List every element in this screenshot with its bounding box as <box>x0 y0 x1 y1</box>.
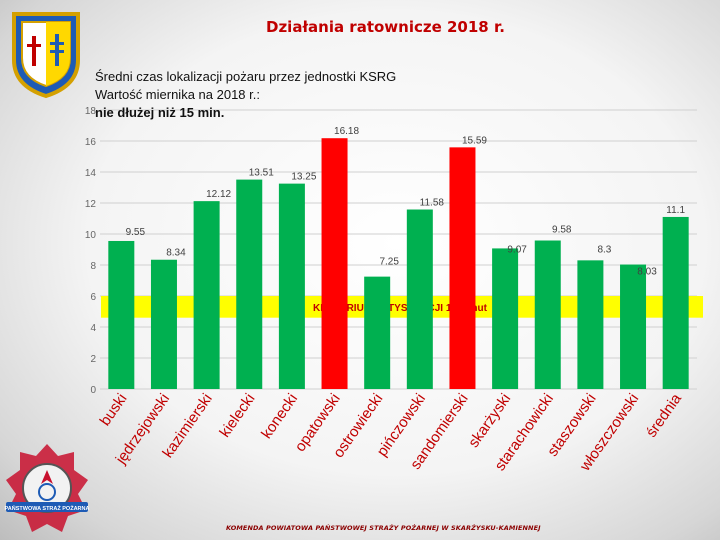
value-label: 15.59 <box>462 135 487 146</box>
category-label: kielecki <box>216 391 258 441</box>
bar <box>193 201 220 389</box>
value-label: 11.58 <box>420 198 445 209</box>
bar <box>534 240 561 389</box>
y-tick-label: 6 <box>90 292 96 303</box>
header-line-1: Średni czas lokalizacji pożaru przez jed… <box>95 69 397 84</box>
y-axis-ticks: 0 2 4 6 8 10 12 14 16 18 <box>85 106 97 396</box>
badge-text: PAŃSTWOWA STRAŻ POŻARNA <box>5 504 90 512</box>
bar <box>278 183 305 389</box>
value-label: 8.3 <box>597 244 611 255</box>
value-label: 9.07 <box>507 244 527 255</box>
value-label: 9.58 <box>552 225 572 236</box>
value-label: 9.55 <box>126 227 146 238</box>
criterion-band-group: KRYTERIUM SATYSFAKCJI 15 minut <box>101 296 703 318</box>
y-tick-label: 4 <box>90 323 96 334</box>
value-label: 13.25 <box>291 172 316 183</box>
bar <box>108 240 135 389</box>
y-tick-label: 12 <box>85 199 97 210</box>
y-tick-label: 10 <box>85 230 97 241</box>
value-label: 11.1 <box>666 205 685 216</box>
value-labels: 9.55 8.34 12.12 13.51 13.25 16.18 7.25 11.58 15.… <box>126 126 686 277</box>
category-label: buski <box>97 391 131 429</box>
value-label: 7.25 <box>379 257 399 268</box>
bar <box>321 138 348 389</box>
bar <box>449 147 476 389</box>
y-tick-label: 16 <box>85 137 97 148</box>
header-line-2: Wartość miernika na 2018 r.: <box>95 87 260 102</box>
header-line-3: nie dłużej niż 15 min. <box>95 105 225 120</box>
y-tick-label: 8 <box>90 261 96 272</box>
bar <box>364 276 391 389</box>
y-tick-label: 2 <box>90 354 96 365</box>
value-label: 12.12 <box>206 189 231 200</box>
bar <box>662 216 689 389</box>
value-label: 8.03 <box>637 267 657 278</box>
slide-title: Działania ratownicze 2018 r. <box>266 18 505 36</box>
footer-text: KOMENDA POWIATOWA PAŃSTWOWEJ STRAŻY POŻA… <box>226 524 541 532</box>
bar <box>620 264 647 389</box>
coat-of-arms-icon <box>12 12 80 99</box>
bar <box>236 179 263 389</box>
bars <box>108 138 689 389</box>
category-label: konecki <box>258 391 301 442</box>
bar <box>406 209 433 389</box>
fire-service-badge-icon: PAŃSTWOWA STRAŻ POŻARNA <box>5 444 90 532</box>
y-tick-label: 14 <box>85 168 97 179</box>
value-label: 16.18 <box>334 126 359 137</box>
y-tick-label: 0 <box>90 385 96 396</box>
criterion-label: KRYTERIUM SATYSFAKCJI 15 minut <box>313 303 488 314</box>
bar <box>150 259 177 389</box>
value-label: 13.51 <box>249 168 274 179</box>
value-label: 8.34 <box>166 248 186 259</box>
y-tick-label: 18 <box>85 106 97 117</box>
category-label: średnia <box>643 390 686 441</box>
bar <box>577 260 604 389</box>
chart-header: Średni czas lokalizacji pożaru przez jed… <box>95 68 515 122</box>
bar <box>492 248 519 389</box>
